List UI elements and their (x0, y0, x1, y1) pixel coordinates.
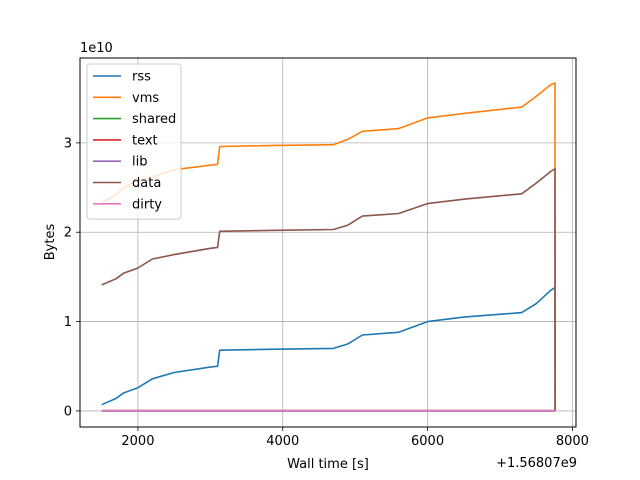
x-tick-label: 6000 (411, 434, 444, 449)
legend-label: dirty (132, 197, 162, 212)
series-lines (101, 82, 556, 412)
y-tick-label: 0 (64, 404, 72, 419)
axis-ticks: 2000 4000 6000 8000 0 1 2 3 (64, 136, 589, 449)
legend-label: rss (132, 70, 151, 85)
legend-label: vms (132, 91, 159, 106)
series-line-data (101, 168, 556, 411)
legend-label: data (132, 176, 161, 191)
legend-label: text (132, 133, 158, 148)
legend-label: lib (132, 155, 147, 170)
x-tick-label: 4000 (266, 434, 299, 449)
y-tick-label: 3 (64, 136, 72, 151)
x-tick-label: 2000 (121, 434, 154, 449)
y-tick-label: 1 (64, 315, 72, 330)
x-axis-label: Wall time [s] (287, 457, 369, 472)
x-offset-text: +1.56807e9 (496, 456, 577, 471)
y-axis-label: Bytes (43, 224, 58, 261)
series-line-rss (101, 286, 556, 411)
legend-box (86, 63, 182, 220)
y-scale-offset: 1e10 (80, 41, 113, 56)
legend: rss vms shared text lib data dirty (86, 63, 182, 220)
x-tick-label: 8000 (556, 434, 589, 449)
plot-frame (79, 57, 577, 428)
y-tick-label: 2 (64, 226, 72, 241)
legend-label: shared (132, 112, 176, 127)
